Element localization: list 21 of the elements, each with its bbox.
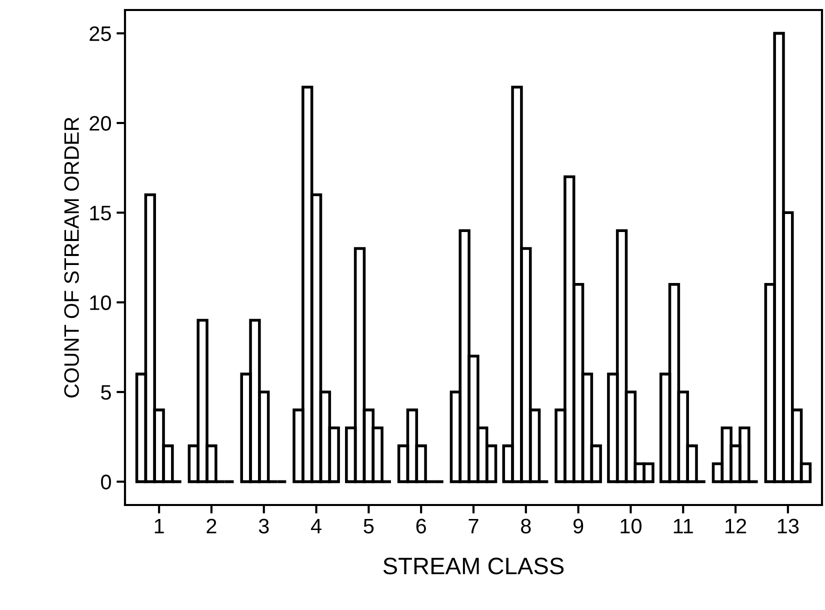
x-tick-label: 3 — [258, 518, 269, 534]
y-axis-title: COUNT OF STREAM ORDER — [64, 117, 79, 398]
x-tick-label: 2 — [206, 518, 216, 534]
x-tick-label: 1 — [154, 518, 164, 534]
x-tick-label: 6 — [416, 518, 426, 534]
y-tick-label: 5 — [101, 385, 111, 400]
y-tick-label: 10 — [90, 295, 111, 310]
y-tick-label: 25 — [90, 26, 111, 42]
x-tick-label: 5 — [364, 518, 374, 534]
y-tick-label: 20 — [90, 116, 111, 131]
x-tick-label: 13 — [778, 518, 799, 534]
x-tick-label: 8 — [521, 518, 531, 534]
x-tick-label: 11 — [674, 518, 693, 534]
x-tick-label: 10 — [620, 518, 642, 534]
y-tick-label: 15 — [90, 206, 111, 220]
x-tick-label: 4 — [310, 518, 322, 534]
y-tick-label: 0 — [101, 474, 111, 490]
x-tick-label: 7 — [468, 518, 478, 534]
x-tick-label: 9 — [573, 518, 584, 534]
x-axis-title: STREAM CLASS — [383, 558, 564, 574]
x-tick-label: 12 — [726, 518, 746, 534]
